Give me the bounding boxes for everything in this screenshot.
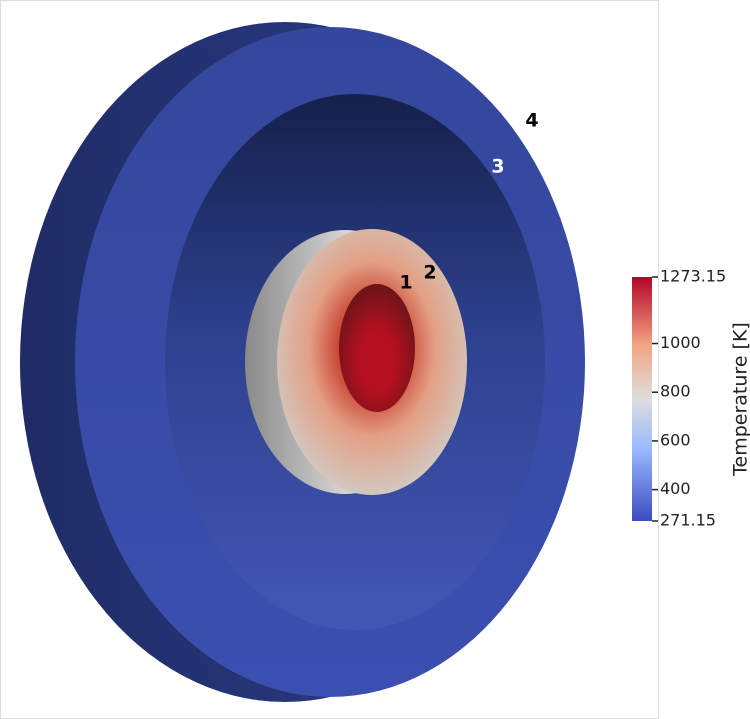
region-label: 1 <box>399 272 412 294</box>
region-label: 2 <box>423 262 436 284</box>
colorbar-tick-label: 600 <box>660 430 691 449</box>
region-label: 3 <box>491 156 504 178</box>
colorbar-tick-label: 271.15 <box>660 511 716 530</box>
core <box>339 284 415 412</box>
colorbar <box>632 277 652 521</box>
colorbar-tick-label: 1000 <box>660 333 701 352</box>
region-label: 4 <box>525 110 538 132</box>
colorbar-title: Temperature [K] <box>730 322 750 477</box>
colorbar-tick-label: 400 <box>660 479 691 498</box>
colorbar-tick-label: 1273.15 <box>660 267 726 286</box>
colorbar-tick-label: 800 <box>660 382 691 401</box>
